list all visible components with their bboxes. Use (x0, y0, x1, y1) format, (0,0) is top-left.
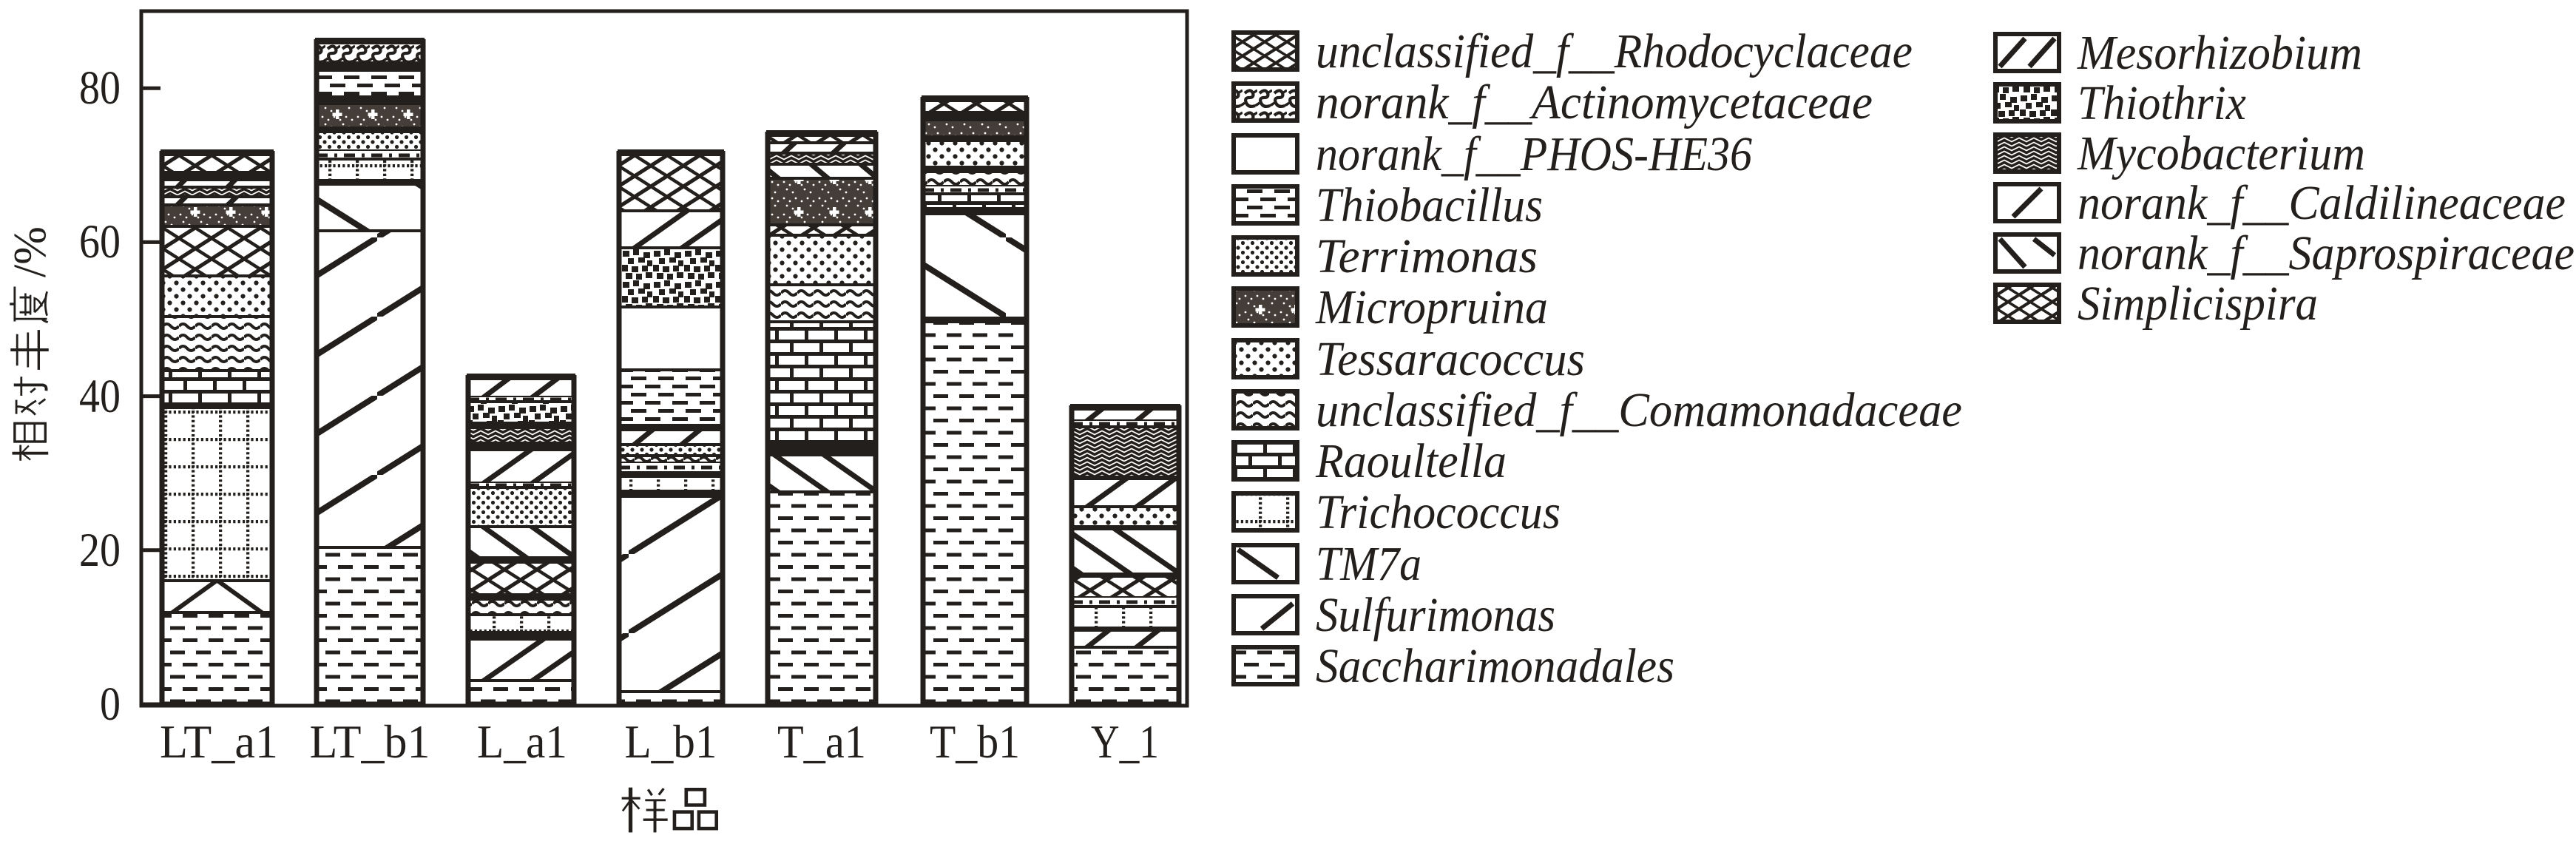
svg-text:Micropruina: Micropruina (1315, 280, 1548, 334)
svg-text:norank_f__PHOS-HE36: norank_f__PHOS-HE36 (1316, 127, 1752, 181)
svg-text:Simplicispira: Simplicispira (2078, 277, 2318, 331)
svg-text:Thiothrix: Thiothrix (2078, 76, 2246, 130)
svg-text:LT_a1: LT_a1 (160, 715, 278, 768)
svg-text:Mycobacterium: Mycobacterium (2077, 126, 2365, 180)
svg-text:norank_f__Caldilineaceae: norank_f__Caldilineaceae (2078, 176, 2566, 230)
svg-text:Tessaracoccus: Tessaracoccus (1316, 332, 1585, 386)
svg-text:norank_f__Saprospiraceae: norank_f__Saprospiraceae (2078, 226, 2575, 280)
svg-text:Terrimonas: Terrimonas (1316, 229, 1538, 283)
svg-text:L_b1: L_b1 (625, 715, 717, 768)
svg-text:Mesorhizobium: Mesorhizobium (2077, 26, 2362, 80)
svg-text:Thiobacillus: Thiobacillus (1316, 178, 1543, 232)
svg-text:Y_1: Y_1 (1091, 715, 1159, 768)
svg-text:norank_f__Actinomycetaceae: norank_f__Actinomycetaceae (1316, 75, 1873, 129)
svg-text:unclassified_f__Rhodocyclaceae: unclassified_f__Rhodocyclaceae (1316, 24, 1913, 78)
svg-text:80: 80 (79, 61, 121, 115)
svg-text:60: 60 (79, 215, 121, 269)
svg-text:Saccharimonadales: Saccharimonadales (1316, 639, 1674, 693)
svg-text:Raoultella: Raoultella (1315, 434, 1507, 488)
svg-text:L_a1: L_a1 (477, 715, 567, 768)
svg-text:Sulfurimonas: Sulfurimonas (1316, 588, 1555, 642)
svg-text:Trichococcus: Trichococcus (1316, 485, 1561, 539)
svg-text:/%: /% (5, 226, 55, 277)
svg-text:T_a1: T_a1 (777, 715, 866, 768)
svg-text:LT_b1: LT_b1 (310, 715, 430, 768)
svg-text:T_b1: T_b1 (930, 715, 1020, 768)
svg-text:40: 40 (79, 370, 121, 423)
svg-text:0: 0 (100, 678, 121, 731)
svg-text:TM7a: TM7a (1316, 537, 1421, 591)
svg-text:20: 20 (79, 524, 121, 577)
svg-text:unclassified_f__Comamonadaceae: unclassified_f__Comamonadaceae (1316, 383, 1962, 437)
